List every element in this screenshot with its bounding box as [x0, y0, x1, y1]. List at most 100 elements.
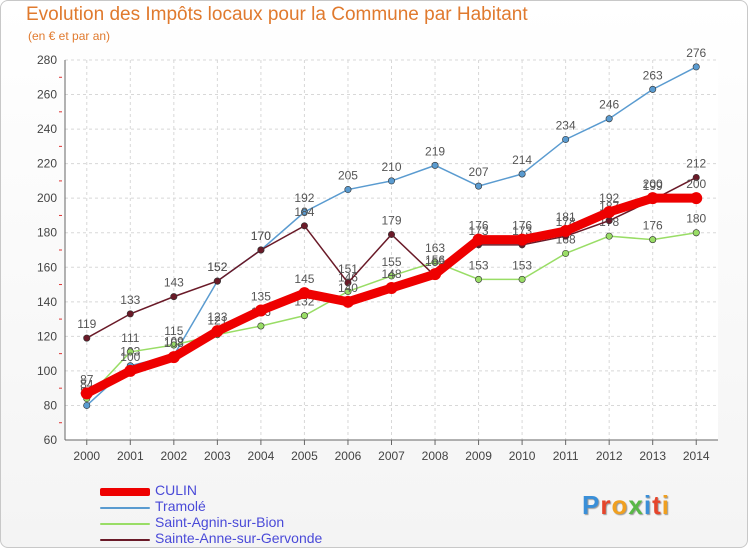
x-tick-label: 2012	[596, 449, 623, 463]
data-point-culin	[298, 287, 311, 300]
x-tick-label: 2006	[335, 449, 362, 463]
data-label-culin: 135	[251, 289, 271, 303]
data-point-tramole	[387, 177, 395, 185]
x-tick-label: 2011	[553, 449, 579, 463]
data-point-tramole	[692, 63, 700, 71]
data-point-tramole	[431, 161, 439, 169]
x-tick-label: 2010	[509, 449, 536, 463]
data-point-sainte-anne-sur-gervonde	[300, 222, 308, 230]
data-point-sainte-anne-sur-gervonde	[605, 217, 613, 225]
data-label-saint-agnin-sur-bion: 163	[425, 241, 445, 255]
y-tick-label: 60	[44, 433, 58, 447]
data-label-saint-agnin-sur-bion: 115	[164, 324, 183, 338]
data-point-culin	[429, 268, 442, 281]
data-label-tramole: 234	[556, 118, 576, 132]
chart-subtitle: (en € et par an)	[28, 29, 111, 43]
data-label-tramole: 207	[469, 165, 489, 179]
data-label-culin: 192	[599, 191, 619, 205]
logo-letter: i	[661, 490, 670, 520]
logo-letter: o	[611, 490, 629, 520]
data-point-saint-agnin-sur-bion	[126, 348, 134, 356]
x-tick-label: 2007	[378, 449, 405, 463]
data-label-sainte-anne-sur-gervonde: 119	[77, 317, 96, 331]
data-point-tramole	[344, 186, 352, 194]
data-point-sainte-anne-sur-gervonde	[692, 173, 700, 181]
data-label-culin: 87	[80, 372, 94, 386]
data-point-sainte-anne-sur-gervonde	[344, 279, 352, 287]
y-tick-label: 260	[37, 88, 57, 102]
data-label-sainte-anne-sur-gervonde: 143	[164, 276, 184, 290]
x-tick-label: 2000	[73, 449, 100, 463]
legend-label-culin: CULIN	[155, 482, 198, 498]
data-point-culin	[472, 233, 485, 246]
data-label-culin: 100	[120, 350, 140, 364]
data-point-tramole	[475, 182, 483, 190]
data-label-tramole: 246	[599, 98, 619, 112]
x-tick-label: 2001	[117, 449, 144, 463]
legend-swatch-saint-agnin-sur-bion	[100, 523, 150, 525]
data-label-saint-agnin-sur-bion: 111	[121, 331, 140, 345]
data-label-culin: 176	[469, 219, 489, 233]
data-point-saint-agnin-sur-bion	[257, 322, 265, 330]
logo-letter: x	[628, 490, 644, 520]
data-label-sainte-anne-sur-gervonde: 184	[294, 205, 314, 219]
data-label-culin: 156	[425, 253, 445, 267]
data-label-tramole: 109	[164, 334, 184, 348]
data-point-saint-agnin-sur-bion	[649, 236, 657, 244]
x-tick-label: 2008	[422, 449, 449, 463]
y-tick-label: 140	[37, 295, 57, 309]
legend-label-tramole: Tramolé	[155, 498, 206, 514]
data-point-culin	[211, 325, 224, 338]
data-point-saint-agnin-sur-bion	[475, 275, 483, 283]
x-tick-label: 2013	[639, 449, 666, 463]
data-label-saint-agnin-sur-bion: 146	[338, 270, 358, 284]
chart-title: Evolution des Impôts locaux pour la Comm…	[26, 4, 528, 25]
proxiti-logo: Proxiti	[582, 490, 670, 521]
data-point-saint-agnin-sur-bion	[605, 232, 613, 240]
data-label-tramole: 210	[381, 160, 401, 174]
legend-swatch-culin	[100, 488, 150, 496]
data-point-tramole	[562, 135, 570, 143]
data-point-saint-agnin-sur-bion	[518, 275, 526, 283]
data-point-culin	[603, 206, 616, 218]
data-point-saint-agnin-sur-bion	[170, 341, 178, 349]
y-tick-label: 240	[37, 122, 57, 136]
data-point-culin	[646, 192, 659, 205]
data-label-tramole: 170	[251, 229, 271, 243]
data-point-saint-agnin-sur-bion	[344, 287, 352, 295]
data-point-culin	[254, 304, 267, 317]
x-tick-label: 2009	[465, 449, 492, 463]
y-tick-label: 80	[44, 398, 58, 412]
legend-label-sainte-anne-sur-gervonde: Sainte-Anne-sur-Gervonde	[155, 530, 323, 546]
data-label-tramole: 219	[425, 144, 445, 158]
legend-swatch-sainte-anne-sur-gervonde	[100, 539, 150, 541]
data-point-sainte-anne-sur-gervonde	[387, 230, 395, 238]
data-label-culin: 181	[556, 210, 576, 224]
data-label-culin: 108	[164, 336, 184, 350]
logo-letter: P	[582, 490, 601, 520]
data-point-sainte-anne-sur-gervonde	[83, 334, 91, 342]
data-point-tramole	[605, 115, 613, 123]
y-tick-label: 100	[37, 364, 57, 378]
legend-label-saint-agnin-sur-bion: Saint-Agnin-sur-Bion	[155, 514, 285, 530]
data-label-saint-agnin-sur-bion: 153	[512, 258, 532, 272]
data-point-culin	[341, 295, 354, 308]
data-label-sainte-anne-sur-gervonde: 212	[686, 156, 706, 170]
line-chart: 60 80 100 120 140 160 180 200 220 240 260 280 2000 20…	[37, 46, 718, 463]
data-label-tramole: 263	[643, 68, 663, 82]
data-label-saint-agnin-sur-bion: 180	[686, 212, 706, 226]
data-point-tramole	[649, 85, 657, 93]
data-point-sainte-anne-sur-gervonde	[170, 293, 178, 301]
data-point-sainte-anne-sur-gervonde	[257, 246, 265, 254]
logo-letter: i	[643, 490, 653, 520]
data-label-tramole: 152	[207, 260, 227, 274]
x-tick-label: 2003	[204, 449, 231, 463]
data-point-culin	[124, 364, 137, 377]
data-label-culin: 200	[643, 177, 663, 191]
logo-letter: r	[600, 490, 612, 520]
data-label-sainte-anne-sur-gervonde: 133	[120, 293, 140, 307]
data-label-tramole: 205	[338, 169, 358, 183]
data-point-culin	[559, 225, 572, 237]
data-label-culin: 200	[686, 177, 706, 191]
data-label-sainte-anne-sur-gervonde: 152	[207, 260, 227, 274]
